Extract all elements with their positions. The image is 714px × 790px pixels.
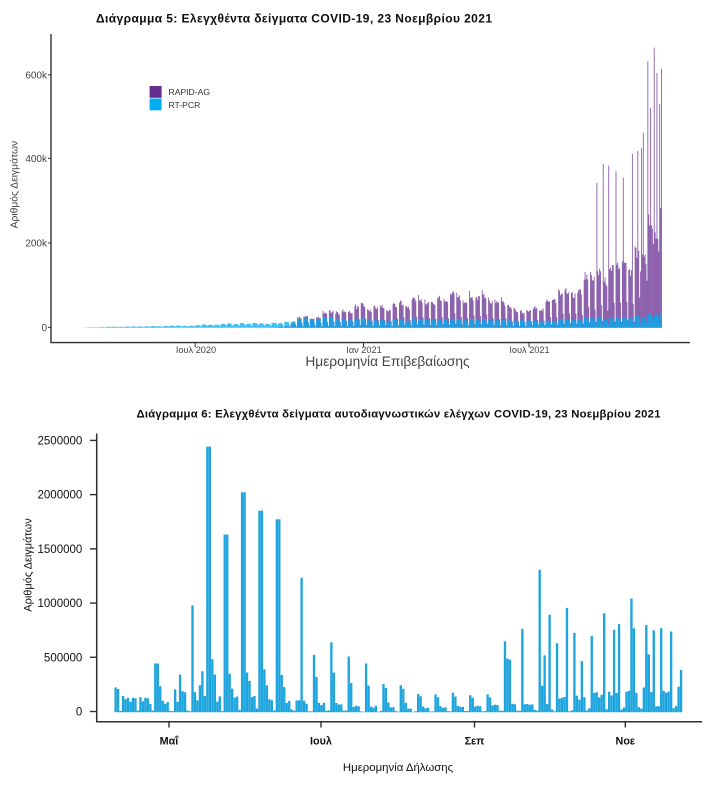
svg-text:Ιουλ 2020: Ιουλ 2020 bbox=[176, 345, 216, 355]
svg-text:1000000: 1000000 bbox=[38, 598, 83, 610]
svg-text:Διάγραμμα 6: Ελεγχθέντα δείγμα: Διάγραμμα 6: Ελεγχθέντα δείγματα αυτοδια… bbox=[137, 409, 661, 421]
svg-text:Αριθμός Δειγμάτων: Αριθμός Δειγμάτων bbox=[9, 141, 21, 229]
svg-text:200k: 200k bbox=[25, 239, 48, 250]
svg-text:500000: 500000 bbox=[44, 652, 82, 664]
svg-text:600k: 600k bbox=[25, 70, 48, 81]
svg-text:Ιουλ: Ιουλ bbox=[310, 736, 332, 748]
svg-text:2500000: 2500000 bbox=[38, 435, 83, 447]
svg-text:RAPID-AG: RAPID-AG bbox=[169, 87, 211, 97]
svg-text:Ιαν 2021: Ιαν 2021 bbox=[346, 345, 381, 355]
svg-text:Μαΐ: Μαΐ bbox=[160, 736, 180, 748]
svg-text:0: 0 bbox=[76, 707, 82, 719]
svg-text:Ημερομηνία Επιβεβαίωσης: Ημερομηνία Επιβεβαίωσης bbox=[305, 354, 470, 369]
svg-text:Διάγραμμα 5: Ελεγχθέντα δείγμα: Διάγραμμα 5: Ελεγχθέντα δείγματα COVID-1… bbox=[96, 12, 492, 26]
svg-text:Αριθμός Δειγμάτων: Αριθμός Δειγμάτων bbox=[23, 518, 35, 612]
svg-text:Νοε: Νοε bbox=[616, 736, 636, 748]
svg-text:0: 0 bbox=[41, 323, 47, 334]
svg-text:Ιουλ 2021: Ιουλ 2021 bbox=[509, 345, 549, 355]
svg-text:2000000: 2000000 bbox=[38, 490, 83, 502]
svg-text:Ημερομηνία Δήλωσης: Ημερομηνία Δήλωσης bbox=[343, 762, 454, 774]
svg-text:1500000: 1500000 bbox=[38, 544, 83, 556]
svg-text:Σεπ: Σεπ bbox=[465, 736, 485, 748]
svg-text:400k: 400k bbox=[25, 154, 48, 165]
svg-text:RT-PCR: RT-PCR bbox=[169, 100, 201, 110]
